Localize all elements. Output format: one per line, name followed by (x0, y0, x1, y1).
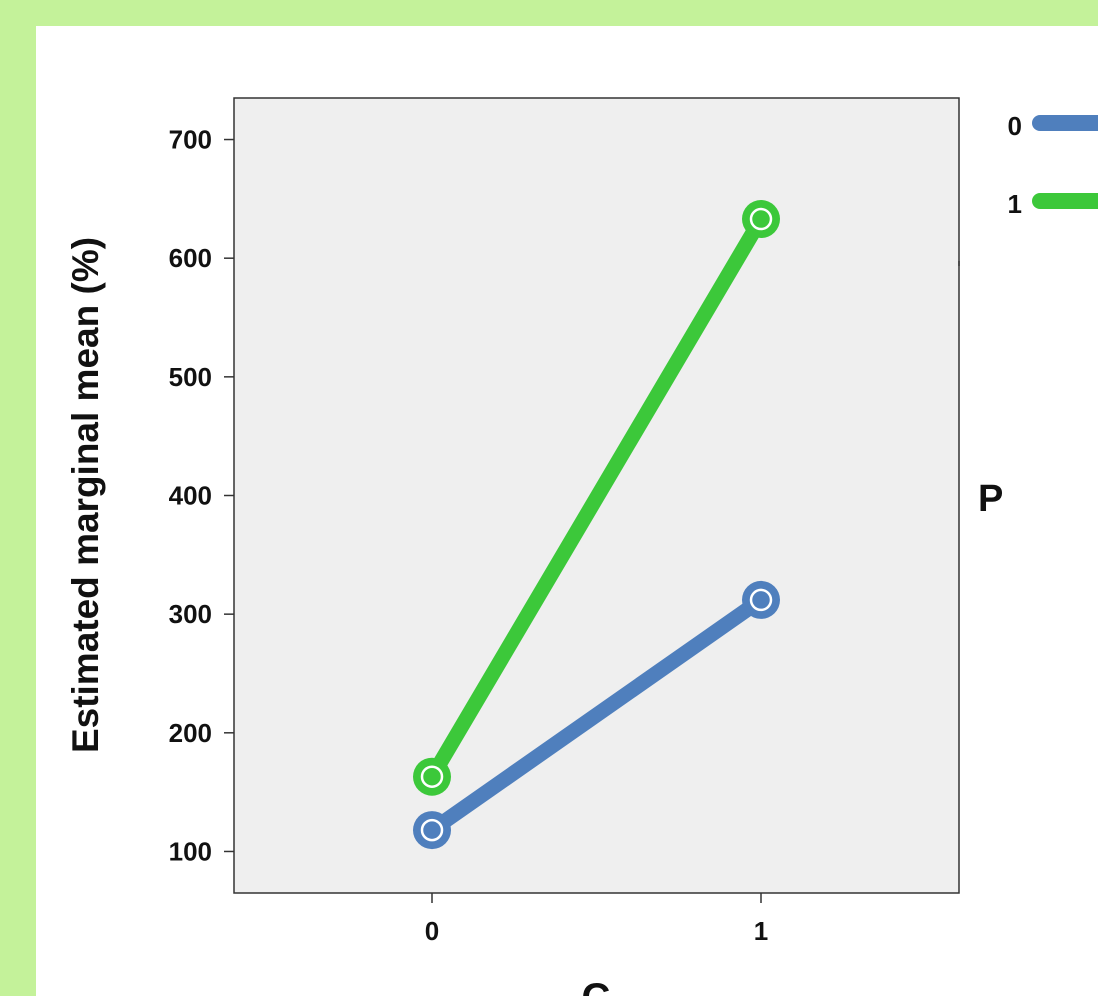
series-line (424, 211, 769, 785)
y-axis-title: Estimated marginal mean (%) (65, 237, 106, 753)
data-point-ring (749, 207, 773, 231)
series-group (413, 200, 780, 850)
legend: 01 (958, 111, 1098, 266)
y-tick-label: 700 (169, 125, 212, 155)
y-tick-label: 300 (169, 599, 212, 629)
series-line (424, 592, 769, 838)
data-point-ring (749, 588, 773, 612)
data-point-ring (420, 765, 444, 788)
y-tick-label: 600 (169, 243, 212, 273)
data-point (413, 757, 451, 796)
x-axis-title: C (582, 976, 611, 996)
y-tick-label: 200 (169, 718, 212, 748)
legend-label: 1 (1008, 189, 1022, 219)
x-tick-label: 0 (425, 916, 439, 946)
legend-label: 0 (1008, 111, 1022, 141)
legend-title: P (978, 478, 1003, 520)
x-tick-label: 1 (754, 916, 768, 946)
data-point (742, 580, 780, 619)
y-tick-label: 500 (169, 362, 212, 392)
data-point (413, 811, 451, 850)
y-tick-label: 400 (169, 481, 212, 511)
y-tick-label: 100 (169, 836, 212, 866)
y-axis: 100 200 300 400 500 600 700 (169, 125, 234, 866)
data-point-ring (420, 818, 444, 842)
data-point (742, 200, 780, 239)
